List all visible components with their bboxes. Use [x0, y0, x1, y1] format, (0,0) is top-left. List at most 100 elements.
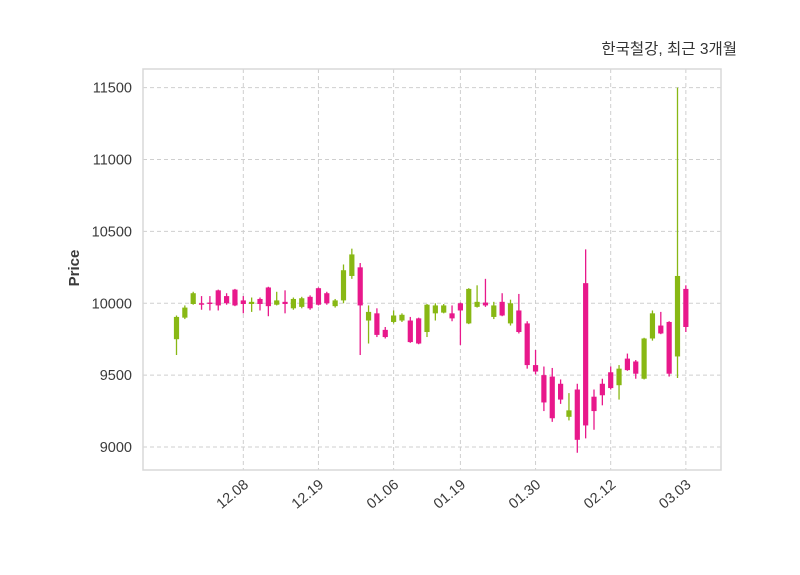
- candlestick: [624, 353, 630, 371]
- candle-body: [549, 376, 555, 419]
- chart-title: 한국철강, 최근 3개월: [601, 40, 737, 58]
- candlestick: [674, 87, 681, 379]
- candle-body: [516, 310, 522, 333]
- x-tick-label: 01.06: [364, 477, 402, 513]
- candle-body: [365, 311, 372, 321]
- candle-body: [641, 338, 647, 379]
- candle-body: [265, 287, 271, 307]
- candle-body: [274, 300, 280, 305]
- candlestick: [541, 366, 547, 412]
- candle-body: [382, 329, 388, 338]
- candle-body: [324, 293, 330, 304]
- candlestick: [173, 315, 180, 356]
- candle-body: [257, 298, 263, 304]
- candlestick: [416, 317, 422, 345]
- y-axis-tick-labels: 9000 9500 10000 10500 11000 11500: [92, 81, 132, 456]
- candle-body: [599, 383, 605, 396]
- candlestick: [198, 296, 205, 310]
- y-tick-label: 10000: [92, 296, 132, 312]
- y-tick-label: 11500: [93, 81, 132, 97]
- candle-body: [441, 305, 447, 313]
- candlestick: [641, 337, 647, 380]
- candlestick: [282, 290, 288, 314]
- candle-body: [591, 396, 597, 412]
- candle-body: [215, 290, 221, 306]
- candlestick: [532, 349, 539, 375]
- candle-body: [482, 302, 489, 306]
- candlestick: [382, 326, 388, 339]
- candlestick: [407, 316, 413, 343]
- candle-body: [232, 289, 238, 306]
- candlestick: [599, 378, 605, 406]
- candle-body: [290, 298, 296, 309]
- candlestick: [591, 389, 597, 430]
- candlestick: [666, 321, 672, 377]
- candle-body: [207, 302, 213, 304]
- candle-body: [391, 315, 397, 322]
- candle-body: [182, 307, 188, 318]
- candle-body: [240, 300, 246, 304]
- candlestick: [474, 285, 480, 308]
- candlestick: [658, 311, 664, 335]
- x-tick-label: 12.19: [289, 477, 327, 513]
- candlestick: [307, 295, 313, 310]
- candle-body: [583, 283, 589, 426]
- candlestick: [424, 303, 430, 338]
- candlestick: [365, 305, 372, 344]
- candle-body: [633, 361, 639, 374]
- y-axis-title: Price: [66, 250, 83, 287]
- x-tick-label: 01.30: [506, 477, 544, 513]
- candlestick: [449, 305, 455, 322]
- candlestick: [391, 310, 397, 324]
- candlestick: [349, 248, 355, 279]
- candlestick: [299, 296, 305, 309]
- candle-body: [658, 325, 664, 334]
- candle-body: [474, 301, 480, 307]
- candle-body: [624, 358, 630, 371]
- candle-body: [399, 314, 405, 321]
- candle-body: [608, 372, 614, 389]
- candlestick: [457, 302, 463, 345]
- candlestick: [608, 366, 614, 390]
- candlestick: [265, 286, 271, 317]
- candlestick: [524, 321, 530, 369]
- candlestick: [566, 393, 572, 421]
- candlestick: [441, 303, 447, 314]
- candle-body: [507, 303, 514, 324]
- candle-body: [416, 318, 422, 344]
- candle-body: [491, 305, 497, 317]
- candlestick: [207, 296, 213, 311]
- candle-body: [315, 288, 322, 305]
- candle-body: [541, 375, 547, 403]
- candle-body: [424, 304, 430, 333]
- candlestick: [274, 291, 280, 306]
- y-tick-label: 11000: [93, 153, 132, 169]
- candlestick: [507, 299, 514, 326]
- x-tick-label: 03.03: [656, 477, 694, 513]
- candlestick: [190, 291, 196, 305]
- candle-body: [499, 301, 505, 316]
- x-tick-label: 01.19: [431, 477, 469, 513]
- candlestick: [683, 285, 689, 333]
- candle-body: [332, 300, 338, 307]
- candlestick: [340, 264, 347, 304]
- candles-series: [173, 87, 689, 453]
- candlestick: [649, 310, 656, 341]
- candle-body: [466, 288, 472, 324]
- candlestick: [232, 288, 238, 307]
- y-tick-label: 9000: [100, 440, 132, 456]
- candlestick: [357, 263, 363, 356]
- candlestick: [633, 360, 639, 379]
- candlestick: [516, 293, 522, 334]
- candlestick: [549, 367, 555, 422]
- candlestick: [290, 297, 296, 310]
- candlestick: [224, 293, 230, 305]
- candle-body: [190, 293, 196, 304]
- candle-body: [558, 383, 564, 400]
- candle-body: [457, 303, 463, 311]
- candlestick: [616, 365, 622, 400]
- y-gridlines: [143, 87, 721, 448]
- candle-body: [449, 313, 455, 319]
